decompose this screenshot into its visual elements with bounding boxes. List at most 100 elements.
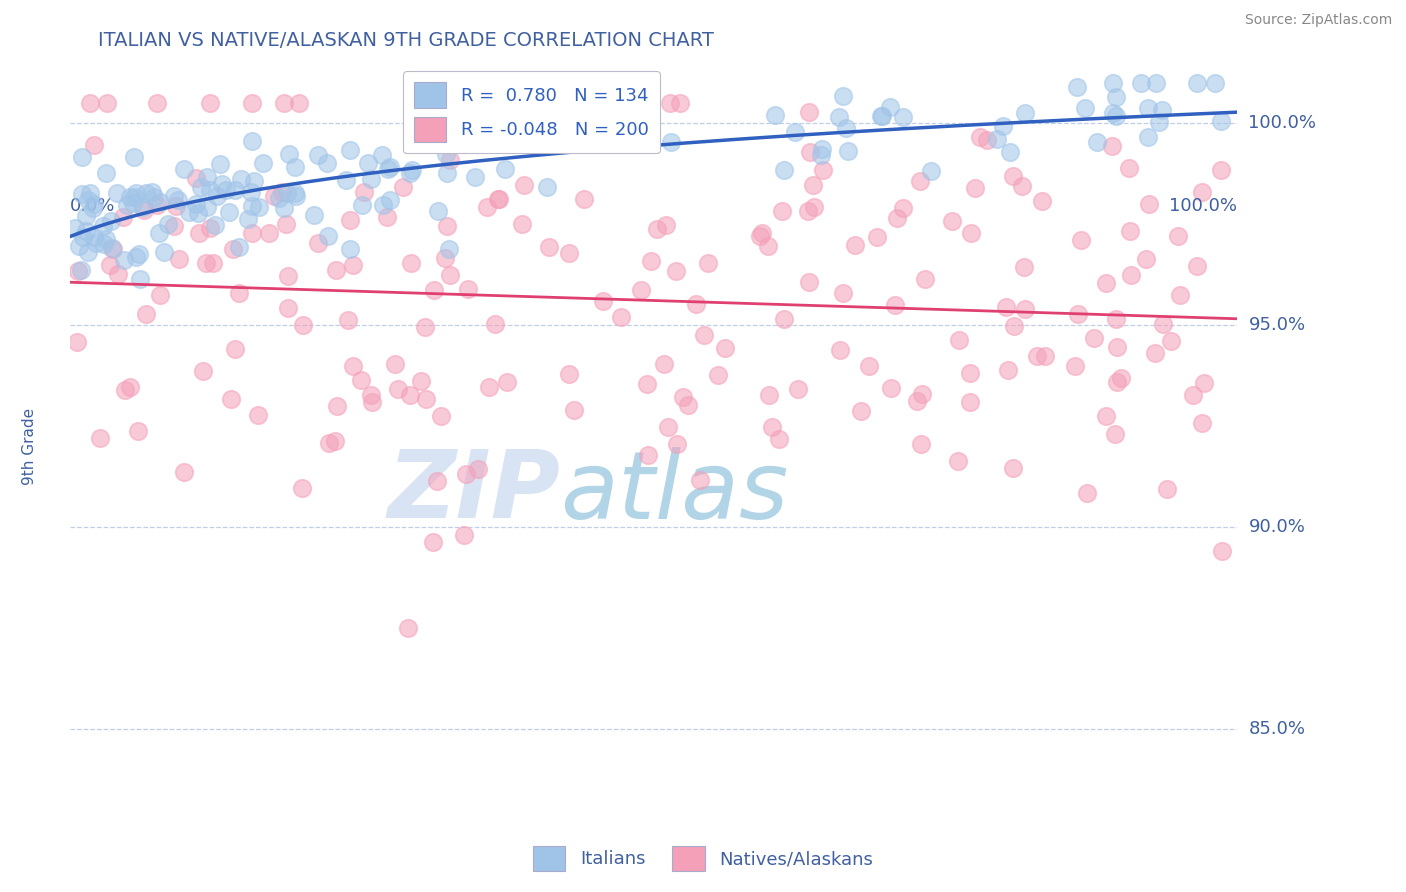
Point [1194, 376, 1216, 391]
Point [907, 393, 929, 408]
Point [672, 390, 695, 404]
Point [655, 218, 678, 232]
Point [564, 402, 586, 417]
Point [371, 147, 394, 161]
Point [666, 437, 689, 451]
Point [125, 251, 148, 265]
Point [114, 383, 136, 397]
Point [849, 404, 872, 418]
Point [1191, 186, 1213, 200]
Point [195, 201, 218, 215]
Point [360, 388, 382, 402]
Point [339, 213, 361, 227]
Point [1033, 349, 1056, 363]
Point [834, 121, 856, 136]
Point [976, 133, 998, 147]
Point [70, 186, 93, 201]
Point [963, 181, 986, 195]
Point [439, 268, 461, 282]
Point [252, 155, 274, 169]
Point [96, 95, 118, 110]
Point [124, 189, 146, 203]
Point [67, 264, 90, 278]
Point [360, 172, 382, 186]
Point [350, 373, 373, 387]
Point [669, 95, 692, 110]
Point [187, 206, 209, 220]
Point [94, 166, 117, 180]
Point [828, 111, 851, 125]
Point [307, 148, 329, 162]
Point [187, 226, 209, 240]
Point [357, 155, 380, 169]
Point [832, 89, 855, 103]
Point [657, 420, 679, 434]
Point [198, 95, 221, 110]
Point [167, 193, 190, 207]
Point [1182, 388, 1205, 402]
Point [1136, 129, 1159, 144]
Point [697, 256, 720, 270]
Point [768, 432, 790, 446]
Point [844, 238, 866, 252]
Point [112, 252, 135, 267]
Point [361, 395, 384, 409]
Point [430, 409, 453, 424]
Point [127, 424, 149, 438]
Point [1066, 307, 1088, 321]
Point [911, 387, 934, 401]
Point [1107, 340, 1129, 354]
Point [948, 333, 970, 347]
Point [219, 392, 242, 406]
Point [201, 256, 224, 270]
Point [302, 208, 325, 222]
Point [224, 342, 246, 356]
Point [783, 125, 806, 139]
Point [89, 431, 111, 445]
Point [274, 217, 297, 231]
Point [1014, 105, 1036, 120]
Point [422, 535, 444, 549]
Point [1031, 194, 1053, 209]
Point [91, 219, 114, 234]
Point [198, 221, 221, 235]
Point [63, 221, 86, 235]
Point [292, 318, 315, 332]
Point [1001, 169, 1024, 184]
Text: 100.0%: 100.0% [1170, 197, 1237, 215]
Point [707, 368, 730, 383]
Point [484, 318, 506, 332]
Point [959, 366, 981, 380]
Point [482, 123, 505, 137]
Point [208, 157, 231, 171]
Point [396, 621, 419, 635]
Point [157, 217, 180, 231]
Point [94, 232, 117, 246]
Point [148, 226, 170, 240]
Point [1168, 287, 1191, 301]
Point [811, 163, 834, 178]
Point [1137, 196, 1160, 211]
Point [77, 245, 100, 260]
Point [84, 235, 107, 250]
Point [810, 142, 832, 156]
Point [1002, 318, 1025, 333]
Point [277, 269, 299, 284]
Point [659, 135, 682, 149]
Point [645, 221, 668, 235]
Point [259, 226, 281, 240]
Point [770, 203, 793, 218]
Point [1066, 80, 1088, 95]
Point [276, 186, 298, 200]
Point [339, 242, 361, 256]
Point [240, 227, 263, 241]
Point [1136, 102, 1159, 116]
Text: 0.0%: 0.0% [70, 197, 115, 215]
Point [399, 388, 422, 402]
Point [316, 229, 339, 244]
Point [557, 368, 579, 382]
Point [494, 161, 516, 176]
Point [83, 138, 105, 153]
Point [1211, 543, 1233, 558]
Point [432, 126, 454, 140]
